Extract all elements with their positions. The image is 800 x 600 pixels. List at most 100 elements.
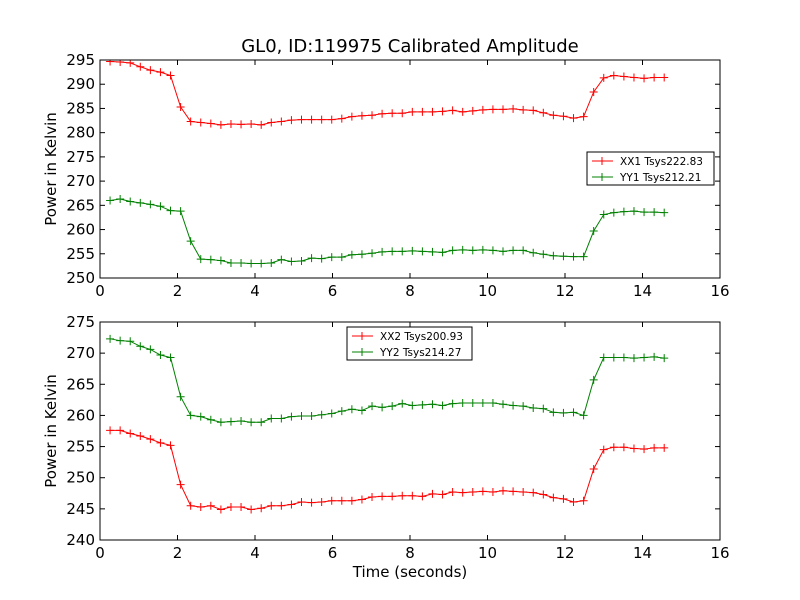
data-point: [166, 71, 175, 80]
y-tick-label: 260: [66, 221, 95, 239]
data-point: [509, 104, 518, 113]
data-point: [418, 107, 427, 116]
data-point: [206, 119, 215, 128]
data-point: [629, 207, 638, 216]
data-point: [428, 247, 437, 256]
data-point: [337, 114, 346, 123]
data-point: [257, 259, 266, 268]
data-point: [186, 411, 195, 420]
data-point: [438, 107, 447, 116]
data-point: [579, 252, 588, 261]
data-point: [599, 73, 608, 82]
data-point: [519, 246, 528, 255]
data-point: [589, 464, 598, 473]
data-point: [418, 400, 427, 409]
data-point: [569, 498, 578, 507]
data-point: [156, 68, 165, 77]
data-point: [226, 119, 235, 128]
data-point: [368, 249, 377, 258]
data-point: [398, 109, 407, 118]
data-point: [368, 111, 377, 120]
data-point: [347, 405, 356, 414]
y-tick-label: 270: [66, 344, 95, 362]
data-point: [388, 402, 397, 411]
data-point: [488, 105, 497, 114]
data-point: [156, 438, 165, 447]
data-point: [499, 105, 507, 114]
data-point: [448, 106, 457, 115]
data-point: [599, 210, 608, 219]
data-point: [226, 417, 235, 426]
data-point: [317, 410, 326, 419]
data-point: [368, 493, 377, 502]
data-point: [458, 398, 467, 407]
y-tick-label: 255: [66, 245, 95, 263]
data-point: [327, 253, 336, 262]
data-point: [378, 492, 387, 501]
data-point: [327, 496, 336, 505]
data-point: [237, 502, 246, 511]
x-tick-label: 12: [555, 544, 574, 562]
y-tick-label: 240: [66, 531, 95, 549]
data-point: [539, 108, 548, 117]
x-tick-label: 14: [633, 544, 652, 562]
x-tick-label: 14: [633, 282, 652, 300]
data-point: [398, 399, 407, 408]
legend-marker: [358, 348, 366, 356]
data-point: [549, 251, 558, 260]
data-point: [509, 246, 518, 255]
data-point: [398, 491, 407, 500]
data-point: [388, 247, 397, 256]
data-point: [509, 487, 518, 496]
data-point: [660, 73, 669, 82]
data-point: [156, 351, 165, 360]
data-point: [438, 401, 447, 410]
data-point: [277, 501, 286, 510]
data-point: [650, 443, 659, 452]
data-point: [378, 403, 387, 412]
data-point: [357, 111, 366, 120]
data-point: [408, 401, 417, 410]
data-point: [176, 392, 185, 401]
data-point: [357, 406, 366, 415]
data-point: [640, 208, 649, 217]
legend-entry: XX2 Tsys200.93: [352, 331, 463, 343]
data-point: [388, 109, 397, 118]
series-2: [106, 195, 669, 268]
x-tick-label: 2: [173, 544, 183, 562]
data-point: [196, 118, 205, 127]
legend-label: XX2 Tsys200.93: [380, 331, 463, 343]
data-point: [106, 60, 115, 66]
data-point: [216, 505, 225, 514]
data-point: [398, 247, 407, 256]
data-point: [176, 480, 185, 489]
x-tick-label: 0: [95, 544, 105, 562]
y-axis-label: Power in Kelvin: [42, 112, 60, 226]
data-point: [206, 415, 215, 424]
legend-label: XX1 Tsys222.83: [620, 156, 703, 168]
y-tick-label: 265: [66, 196, 95, 214]
x-tick-label: 6: [328, 544, 338, 562]
data-point: [267, 258, 276, 267]
y-tick-label: 255: [66, 438, 95, 456]
legend-entry: YY2 Tsys214.27: [352, 347, 461, 359]
data-point: [660, 354, 669, 363]
data-point: [509, 401, 518, 410]
data-point: [640, 353, 649, 362]
data-point: [267, 414, 276, 423]
data-point: [267, 501, 276, 510]
data-point: [408, 107, 417, 116]
x-tick-label: 8: [405, 282, 415, 300]
data-point: [337, 407, 346, 416]
data-point: [609, 208, 618, 217]
data-point: [619, 72, 628, 81]
data-point: [640, 74, 649, 83]
y-tick-label: 250: [66, 269, 95, 287]
data-point: [660, 208, 669, 217]
data-point: [418, 492, 427, 501]
data-point: [166, 441, 175, 450]
y-axis-label: Power in Kelvin: [42, 374, 60, 488]
data-point: [529, 488, 538, 497]
data-point: [519, 105, 528, 114]
